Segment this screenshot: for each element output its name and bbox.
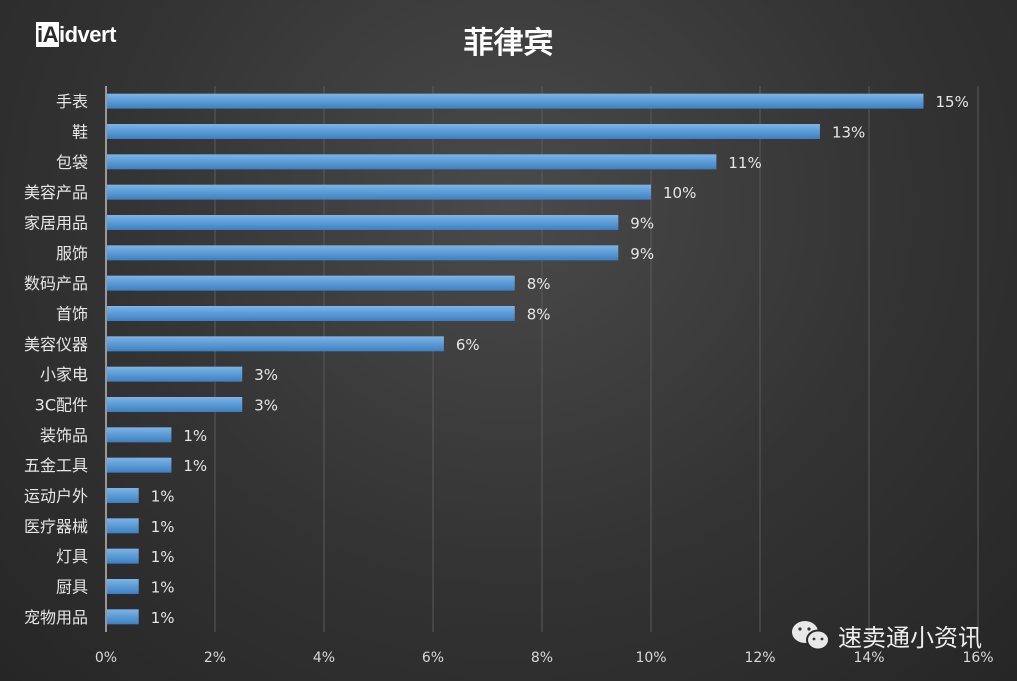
x-tick-label: 0% xyxy=(95,650,117,666)
bar xyxy=(107,215,619,230)
data-label: 10% xyxy=(663,184,696,202)
x-tick-label: 4% xyxy=(313,650,335,666)
data-label: 1% xyxy=(151,579,175,597)
bar xyxy=(107,579,139,594)
x-tick-label: 16% xyxy=(962,650,993,666)
y-category-label: 灯具 xyxy=(56,547,88,566)
watermark-text: 速卖通小资讯 xyxy=(838,624,982,652)
data-label: 8% xyxy=(527,306,551,324)
data-label: 1% xyxy=(151,518,175,536)
y-category-label: 美容仪器 xyxy=(24,335,88,354)
bar xyxy=(107,457,172,473)
data-label: 1% xyxy=(151,609,175,627)
x-tick-label: 2% xyxy=(204,650,226,666)
data-label: 15% xyxy=(936,93,969,111)
watermark: 速卖通小资讯 xyxy=(790,618,982,653)
y-category-label: 包袋 xyxy=(56,153,88,172)
y-category-label: 数码产品 xyxy=(24,274,88,293)
data-label: 6% xyxy=(456,336,480,354)
y-category-label: 鞋 xyxy=(72,123,88,142)
y-category-label: 小家电 xyxy=(40,365,88,384)
bar xyxy=(107,609,139,625)
y-category-label: 装饰品 xyxy=(40,426,88,445)
x-tick-label: 6% xyxy=(422,650,444,666)
data-label: 1% xyxy=(151,548,175,566)
y-category-label: 美容产品 xyxy=(24,183,88,202)
data-label: 8% xyxy=(527,275,551,293)
chart-title: 菲律宾 xyxy=(463,26,554,61)
y-category-label: 服饰 xyxy=(56,244,88,263)
data-label: 9% xyxy=(630,215,654,233)
bar xyxy=(107,548,139,564)
y-category-label: 五金工具 xyxy=(24,456,88,475)
y-category-label: 宠物用品 xyxy=(24,608,88,627)
data-label: 1% xyxy=(151,488,175,506)
data-label: 1% xyxy=(183,457,207,475)
wechat-icon xyxy=(792,620,830,650)
y-category-label: 手表 xyxy=(56,92,88,111)
bar xyxy=(107,427,172,443)
y-category-label: 3C配件 xyxy=(35,396,88,415)
x-tick-label: 12% xyxy=(744,650,775,666)
x-tick-label: 8% xyxy=(531,650,553,666)
y-category-label: 首饰 xyxy=(56,305,88,324)
bar xyxy=(107,366,243,382)
data-label: 13% xyxy=(832,124,865,142)
bar xyxy=(107,124,820,139)
bar xyxy=(107,275,515,291)
bar xyxy=(107,306,515,321)
data-label: 1% xyxy=(183,427,207,445)
x-tick-label: 10% xyxy=(635,650,666,666)
bar xyxy=(107,518,139,534)
bar xyxy=(107,336,444,352)
x-tick-label: 14% xyxy=(853,650,884,666)
bar xyxy=(107,184,651,200)
bar xyxy=(107,488,139,503)
y-category-label: 厨具 xyxy=(56,578,88,597)
y-category-label: 运动户外 xyxy=(24,487,88,506)
bar xyxy=(107,154,717,170)
bar xyxy=(107,245,619,261)
logo: iAidvert xyxy=(36,22,116,47)
data-label: 3% xyxy=(254,397,278,415)
bar xyxy=(107,397,243,412)
data-label: 9% xyxy=(630,245,654,263)
y-category-label: 医疗器械 xyxy=(24,517,88,536)
y-category-label: 家居用品 xyxy=(24,214,88,233)
data-label: 3% xyxy=(254,366,278,384)
bar xyxy=(107,93,924,109)
data-label: 11% xyxy=(728,154,761,172)
